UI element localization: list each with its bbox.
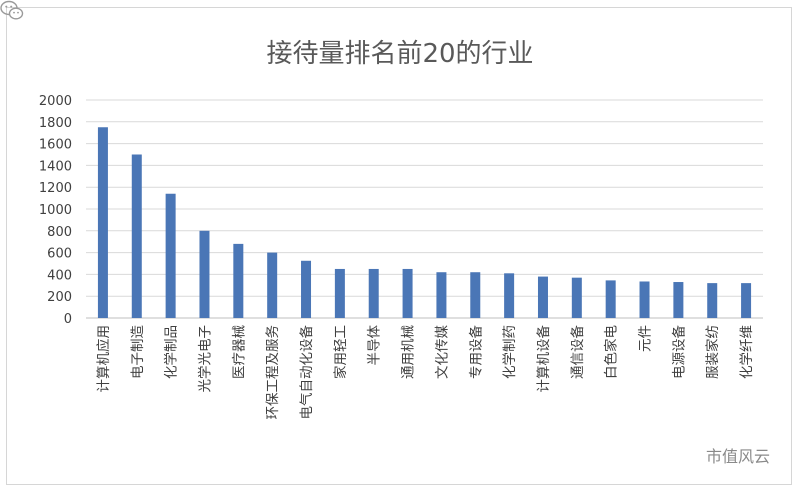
x-tick-label: 白色家电 [603,325,620,379]
bar-4 [199,230,210,318]
y-tick-label: 1200 [39,181,72,196]
wechat-icon [0,0,24,20]
bar-14 [537,276,548,318]
y-tick-label: 800 [47,225,72,240]
bar-8 [334,268,345,318]
bar-20 [741,283,752,318]
watermark-text: 市值风云 [705,447,770,466]
bar-9 [368,268,379,318]
gridlines [86,99,763,319]
x-tick-label: 通信设备 [569,325,586,379]
y-tick-label: 600 [47,247,72,262]
x-tick-label: 计算机应用 [95,325,112,393]
x-tick-label: 半导体 [367,325,383,366]
y-tick-label: 1000 [39,203,72,218]
bars [97,127,752,318]
x-tick-label: 专用设备 [467,325,484,379]
x-tick-label: 医疗器械 [231,325,247,379]
x-tick-label: 文化传媒 [434,325,450,379]
bar-6 [267,252,278,318]
bar-7 [301,260,312,318]
chart-title: 接待量排名前20的行业 [266,39,533,69]
y-tick-label: 2000 [39,94,72,109]
y-tick-label: 400 [47,268,72,283]
x-tick-label: 家用轻工 [332,325,349,379]
bar-1 [97,127,108,318]
bar-10 [402,268,413,318]
y-axis-ticks: 0 200 400 600 800 1000 1200 1400 1600 1800 2000 [39,94,72,327]
x-tick-label: 化学纤维 [739,325,755,379]
x-axis-labels: 计算机应用 电子制造 化学制品 光学光电子 医疗器械 环保工程及服务 电气自动化设备 家用轻工… [95,325,755,420]
x-tick-label: 计算机设备 [535,325,552,393]
bar-11 [436,272,447,318]
bar-19 [707,283,718,318]
y-tick-label: 1800 [39,116,72,131]
x-tick-label: 化学制品 [164,325,180,379]
bar-16 [605,280,616,318]
x-tick-label: 电子制造 [130,325,146,379]
x-tick-label: 光学光电子 [197,325,213,393]
x-tick-label: 电气自动化设备 [298,325,315,420]
x-tick-label: 电源设备 [670,325,687,379]
x-tick-label: 通用机械 [401,325,417,379]
x-tick-label: 元件 [638,325,654,352]
y-tick-label: 0 [64,312,72,327]
x-tick-label: 化学制药 [502,325,518,379]
bar-15 [571,277,582,318]
x-tick-label: 环保工程及服务 [265,325,281,420]
bar-12 [470,272,481,318]
y-tick-label: 1400 [39,159,72,174]
bar-18 [673,282,684,318]
bar-13 [504,273,515,318]
bar-5 [233,243,244,318]
bar-17 [639,281,650,318]
y-tick-label: 1600 [39,138,72,153]
y-tick-label: 200 [47,290,72,305]
bar-2 [131,154,142,318]
bar-3 [165,193,176,318]
x-tick-label: 服装家纺 [704,325,721,379]
